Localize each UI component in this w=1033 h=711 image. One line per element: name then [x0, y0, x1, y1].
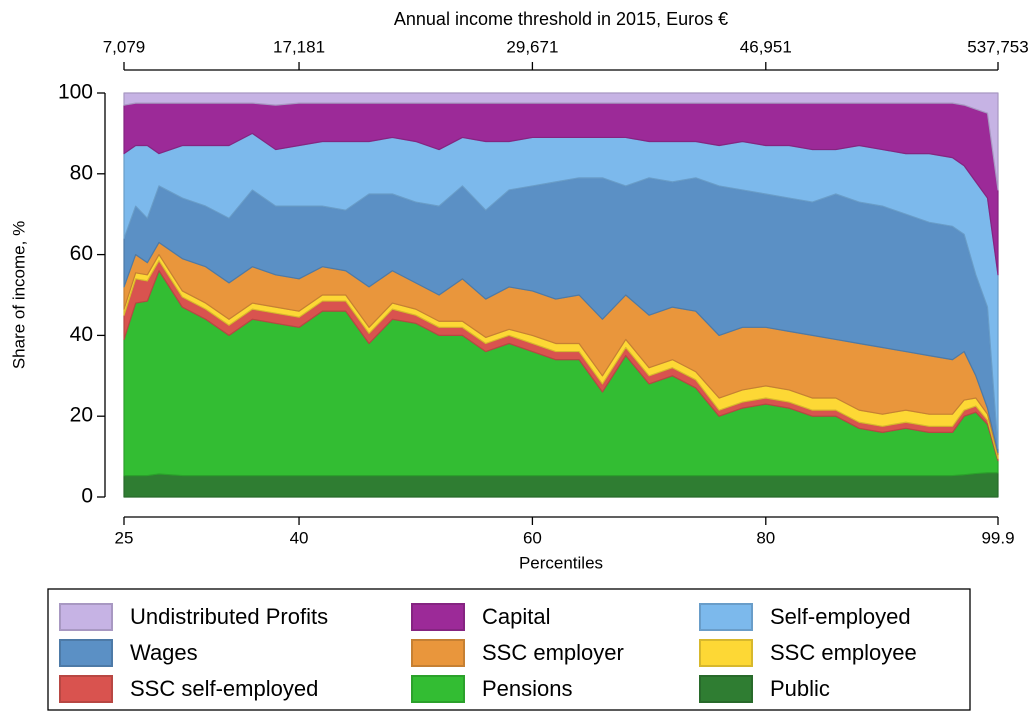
y-tick-label: 20: [70, 404, 93, 427]
legend-swatch: [59, 603, 113, 631]
y-tick-label: 0: [81, 485, 93, 508]
top-tick-label: 29,671: [506, 37, 558, 56]
legend-label: Self-employed: [770, 604, 911, 629]
legend-label: Capital: [482, 604, 550, 629]
x-tick-label: 25: [115, 528, 134, 547]
x-tick-label: 80: [756, 528, 775, 547]
y-tick-label: 60: [70, 242, 93, 265]
legend-swatch: [59, 639, 113, 667]
legend-label: Pensions: [482, 676, 573, 701]
legend-label: Undistributed Profits: [130, 604, 328, 629]
y-tick-label: 80: [70, 161, 93, 184]
legend-label: SSC employee: [770, 640, 917, 665]
area: [123, 472, 999, 498]
x-tick-label: 40: [290, 528, 309, 547]
area: [123, 92, 999, 191]
legend-label: Wages: [130, 640, 198, 665]
top-tick-label: 537,753: [967, 37, 1028, 56]
legend-label: Public: [770, 676, 830, 701]
legend-swatch: [59, 675, 113, 703]
x-tick-label: 99.9: [981, 528, 1014, 547]
x-axis-title: Percentiles: [519, 553, 603, 572]
legend-swatch: [411, 603, 465, 631]
top-axis-title: Annual income threshold in 2015, Euros €: [394, 9, 728, 29]
legend-swatch: [411, 675, 465, 703]
legend-box: [47, 588, 971, 711]
y-axis-title: Share of income, %: [9, 221, 28, 369]
top-tick-label: 46,951: [740, 37, 792, 56]
legend-swatch: [699, 675, 753, 703]
top-tick-label: 7,079: [103, 37, 146, 56]
y-tick-label: 100: [58, 81, 93, 104]
legend-label: SSC employer: [482, 640, 624, 665]
legend-swatch: [699, 639, 753, 667]
x-tick-label: 60: [523, 528, 542, 547]
legend-label: SSC self-employed: [130, 676, 318, 701]
legend-swatch: [699, 603, 753, 631]
top-tick-label: 17,181: [273, 37, 325, 56]
y-tick-label: 40: [70, 323, 93, 346]
legend-swatch: [411, 639, 465, 667]
